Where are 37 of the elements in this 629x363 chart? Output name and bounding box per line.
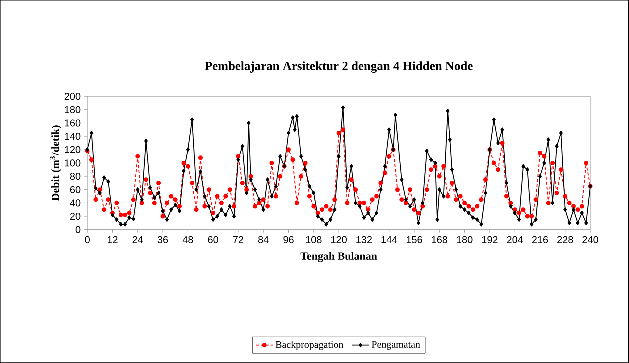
x-tick-label: 204 bbox=[507, 236, 524, 244]
y-tick-label: 140 bbox=[65, 132, 81, 140]
y-tick-label: 0 bbox=[76, 226, 81, 234]
x-tick-label: 156 bbox=[406, 236, 422, 244]
y-tick-label: 20 bbox=[70, 212, 81, 220]
y-tick-label: 120 bbox=[65, 146, 81, 154]
legend-label: Backpropagation bbox=[276, 340, 344, 350]
chart-title: Pembelajaran Arsitektur 2 dengan 4 Hidden Node bbox=[205, 61, 473, 73]
y-tick-label: 200 bbox=[64, 92, 81, 100]
y-tick-label: 180 bbox=[65, 106, 81, 114]
x-tick-label: 240 bbox=[582, 236, 598, 244]
y-tick-label: 60 bbox=[70, 186, 81, 194]
y-tick-label: 40 bbox=[70, 199, 81, 206]
x-tick-label: 36 bbox=[158, 236, 168, 244]
y-tick-label: 80 bbox=[70, 172, 81, 180]
x-tick-label: 24 bbox=[132, 236, 144, 244]
x-tick-label: 132 bbox=[356, 236, 372, 244]
x-tick-label: 192 bbox=[482, 236, 498, 244]
x-tick-label: 96 bbox=[284, 236, 294, 244]
x-tick-label: 84 bbox=[258, 236, 269, 244]
x-tick-label: 12 bbox=[108, 236, 118, 244]
x-tick-label: 120 bbox=[331, 236, 347, 244]
x-axis-title: Tengah Bulanan bbox=[300, 252, 378, 262]
x-tick-label: 216 bbox=[532, 236, 548, 244]
x-tick-label: 228 bbox=[558, 236, 574, 244]
x-tick-label: 180 bbox=[457, 236, 473, 244]
x-tick-label: 48 bbox=[182, 236, 194, 244]
y-tick-label: 100 bbox=[65, 159, 81, 166]
x-tick-label: 0 bbox=[85, 236, 90, 244]
x-tick-label: 144 bbox=[382, 236, 398, 243]
legend-label: Pengamatan bbox=[372, 341, 420, 350]
x-tick-label: 60 bbox=[208, 236, 218, 244]
y-axis-title: Debit (m$^{3}$/detik) bbox=[50, 125, 62, 201]
x-tick-label: 168 bbox=[432, 236, 448, 244]
x-tick-label: 108 bbox=[306, 236, 322, 244]
y-tick-label: 160 bbox=[65, 119, 81, 127]
x-tick-label: 72 bbox=[233, 236, 244, 244]
